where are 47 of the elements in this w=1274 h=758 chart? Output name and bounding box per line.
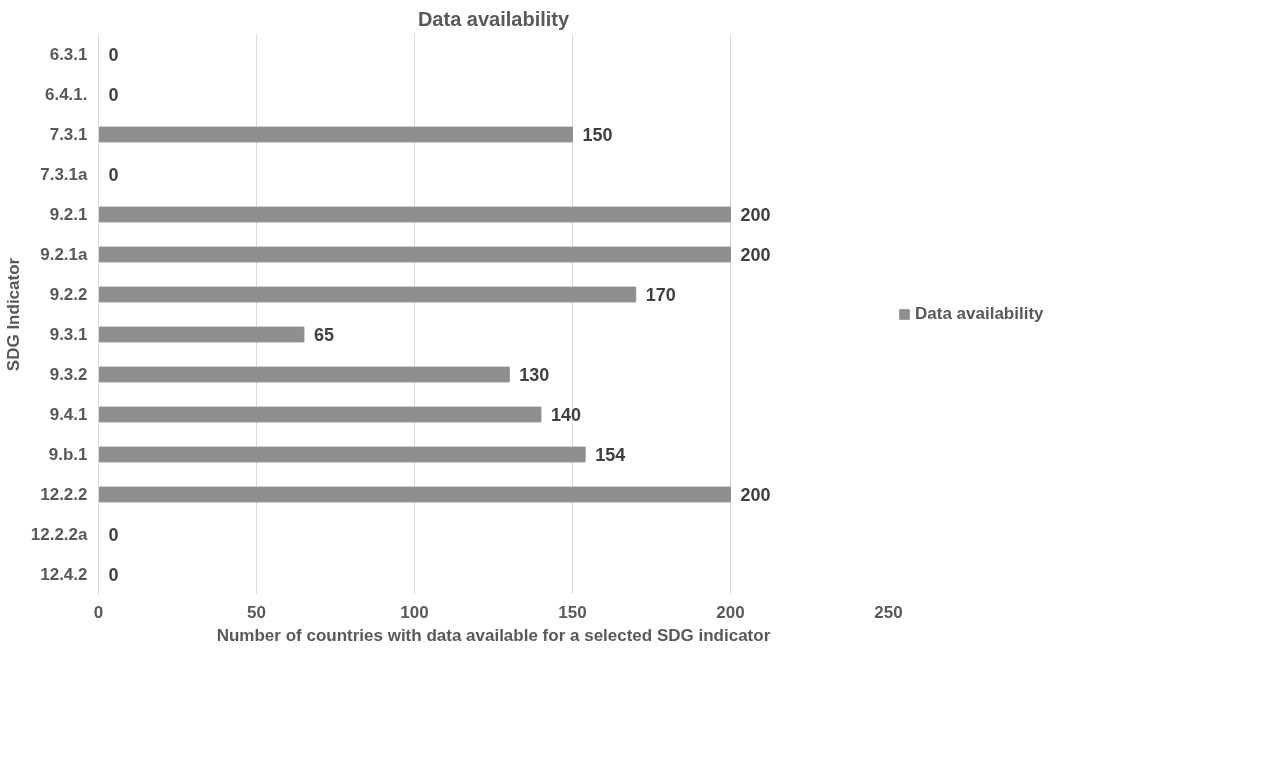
bar xyxy=(98,406,542,423)
data-label: 0 xyxy=(108,85,119,105)
y-tick-label: 12.2.2a xyxy=(30,525,89,544)
data-label: 170 xyxy=(645,285,676,305)
x-tick-label: 250 xyxy=(874,602,903,622)
data-label: 200 xyxy=(740,485,771,505)
y-tick-label: 12.4.2 xyxy=(40,565,88,584)
data-label: 130 xyxy=(519,365,550,385)
legend-label: Data availability xyxy=(915,304,1044,324)
y-tick-label: 12.2.2 xyxy=(40,485,88,504)
bar xyxy=(98,286,637,303)
bar xyxy=(98,126,573,143)
bar xyxy=(98,366,510,383)
data-label: 140 xyxy=(550,405,581,425)
x-tick-label: 50 xyxy=(247,602,266,622)
y-tick-label: 6.3.1 xyxy=(49,45,88,64)
y-tick-label: 9.3.2 xyxy=(49,365,88,384)
y-tick-label: 9.2.1a xyxy=(40,245,89,264)
data-label: 0 xyxy=(108,45,119,65)
bar xyxy=(98,486,731,503)
y-tick-label: 7.3.1a xyxy=(40,165,89,184)
x-tick-label: 150 xyxy=(558,602,587,622)
bar xyxy=(98,446,586,463)
data-label: 154 xyxy=(595,445,626,465)
y-tick-label: 9.3.1 xyxy=(49,325,88,344)
data-label: 0 xyxy=(108,165,119,185)
data-label: 150 xyxy=(582,125,613,145)
y-tick-label: 9.b.1 xyxy=(48,445,88,464)
y-axis-title: SDG Indicator xyxy=(3,257,23,372)
bar xyxy=(98,206,731,223)
y-tick-label: 9.2.2 xyxy=(49,285,88,304)
x-axis-title: Number of countries with data available for a selected SDG indicator xyxy=(216,625,771,645)
chart-title: Data availability xyxy=(417,7,570,30)
y-tick-label: 9.4.1 xyxy=(49,405,88,424)
data-label: 0 xyxy=(108,565,119,585)
bar xyxy=(98,246,731,263)
data-label: 65 xyxy=(313,325,334,345)
x-tick-label: 100 xyxy=(400,602,429,622)
y-tick-label: 9.2.1 xyxy=(49,205,88,224)
x-tick-label: 200 xyxy=(716,602,745,622)
data-label: 200 xyxy=(740,245,771,265)
y-tick-label: 7.3.1 xyxy=(49,125,88,144)
x-tick-label: 0 xyxy=(93,602,104,622)
y-tick-label: 6.4.1. xyxy=(44,85,88,104)
bar xyxy=(98,326,305,343)
data-label: 200 xyxy=(740,205,771,225)
data-label: 0 xyxy=(108,525,119,545)
